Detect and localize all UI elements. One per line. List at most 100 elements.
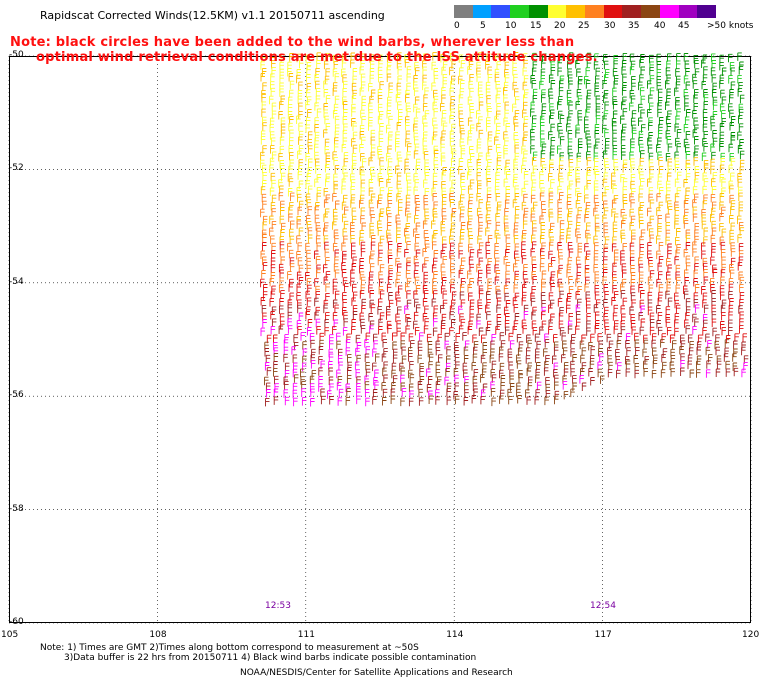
wind-barb [478, 290, 484, 299]
wind-barb [468, 60, 474, 70]
wind-barb [692, 73, 697, 83]
wind-barb [406, 241, 411, 250]
wind-barb [414, 298, 419, 308]
wind-barb [487, 137, 492, 146]
wind-barb [586, 313, 591, 322]
wind-barb [271, 318, 277, 327]
wind-barb [271, 151, 277, 160]
wind-barb [432, 241, 437, 250]
wind-barb [630, 117, 636, 127]
wind-barb [604, 164, 610, 173]
wind-barb [548, 250, 553, 260]
wind-barb [496, 110, 501, 120]
wind-barb [613, 291, 619, 300]
wind-barb [567, 241, 573, 251]
wind-barb [595, 95, 601, 104]
wind-barb [449, 235, 454, 244]
wind-barb [283, 389, 288, 398]
wind-barb [514, 292, 520, 302]
wind-barb [467, 221, 472, 230]
wind-barb [557, 122, 562, 132]
wind-barb [602, 178, 608, 188]
wind-barb [476, 138, 482, 148]
wind-barb [320, 395, 326, 405]
wind-barb [464, 382, 469, 391]
wind-barb [342, 213, 347, 223]
wind-barb [413, 136, 419, 145]
wind-barb [292, 368, 298, 378]
wind-barb [467, 117, 473, 126]
wind-barb [558, 283, 564, 292]
wind-barb [548, 213, 554, 222]
wind-barb [496, 157, 502, 166]
wind-barb [432, 117, 437, 127]
wind-barb [526, 347, 531, 356]
wind-barb [522, 53, 528, 62]
wind-barb [342, 250, 347, 260]
wind-barb [665, 290, 670, 300]
wind-barb [378, 285, 384, 295]
wind-barb [647, 207, 652, 217]
wind-barb [540, 150, 546, 159]
wind-barb [369, 325, 374, 334]
wind-barb [325, 283, 330, 292]
wind-barb [725, 360, 730, 370]
wind-barb [486, 103, 491, 112]
wind-barb [459, 283, 465, 293]
wind-barb [486, 194, 492, 203]
wind-barb [356, 388, 361, 398]
wind-barb [271, 102, 277, 112]
wind-barb [559, 220, 565, 229]
wind-barb [647, 250, 652, 259]
wind-barb [359, 194, 365, 204]
wind-barb [729, 215, 734, 224]
wind-barb [472, 375, 478, 385]
wind-barb [647, 291, 653, 301]
wind-barb [567, 130, 573, 139]
wind-barb [586, 103, 591, 112]
wind-barb [541, 278, 546, 288]
wind-barb [500, 340, 506, 349]
wind-barb [647, 222, 652, 231]
wind-barb [739, 94, 745, 104]
wind-barb [539, 235, 545, 244]
wind-barb [684, 95, 689, 104]
wind-barb [387, 96, 392, 106]
wind-barb [378, 130, 384, 140]
wind-barb [702, 137, 707, 147]
wind-barb [463, 355, 469, 364]
wind-barb [397, 243, 402, 252]
wind-barb [262, 234, 267, 243]
wind-barb [333, 185, 338, 194]
wind-barb [585, 130, 590, 139]
wind-barb [478, 94, 484, 103]
wind-barb [397, 101, 402, 110]
wind-barb [352, 89, 357, 99]
wind-barb [531, 179, 537, 188]
wind-barb [630, 292, 636, 301]
wind-barb [333, 157, 338, 166]
wind-barb [477, 235, 482, 244]
wind-barb [341, 201, 347, 211]
wind-barb [368, 284, 373, 293]
wind-barb [382, 339, 387, 348]
wind-barb [657, 311, 663, 321]
wind-barb [603, 229, 609, 238]
wind-barb [372, 362, 377, 372]
wind-barb [464, 340, 470, 349]
wind-barb [442, 61, 448, 70]
wind-barb [503, 178, 509, 188]
wind-barb [336, 369, 341, 379]
wind-barb [603, 299, 608, 308]
wind-barb [514, 313, 520, 322]
wind-barb [577, 298, 582, 308]
wind-barb [325, 158, 331, 167]
wind-barb [269, 117, 275, 127]
wind-barb [557, 67, 562, 77]
wind-barb [630, 144, 635, 153]
wind-barb [299, 59, 304, 69]
wind-barb [334, 115, 340, 125]
wind-barb [613, 304, 618, 314]
wind-barb [314, 311, 319, 321]
wind-barb [711, 290, 716, 299]
